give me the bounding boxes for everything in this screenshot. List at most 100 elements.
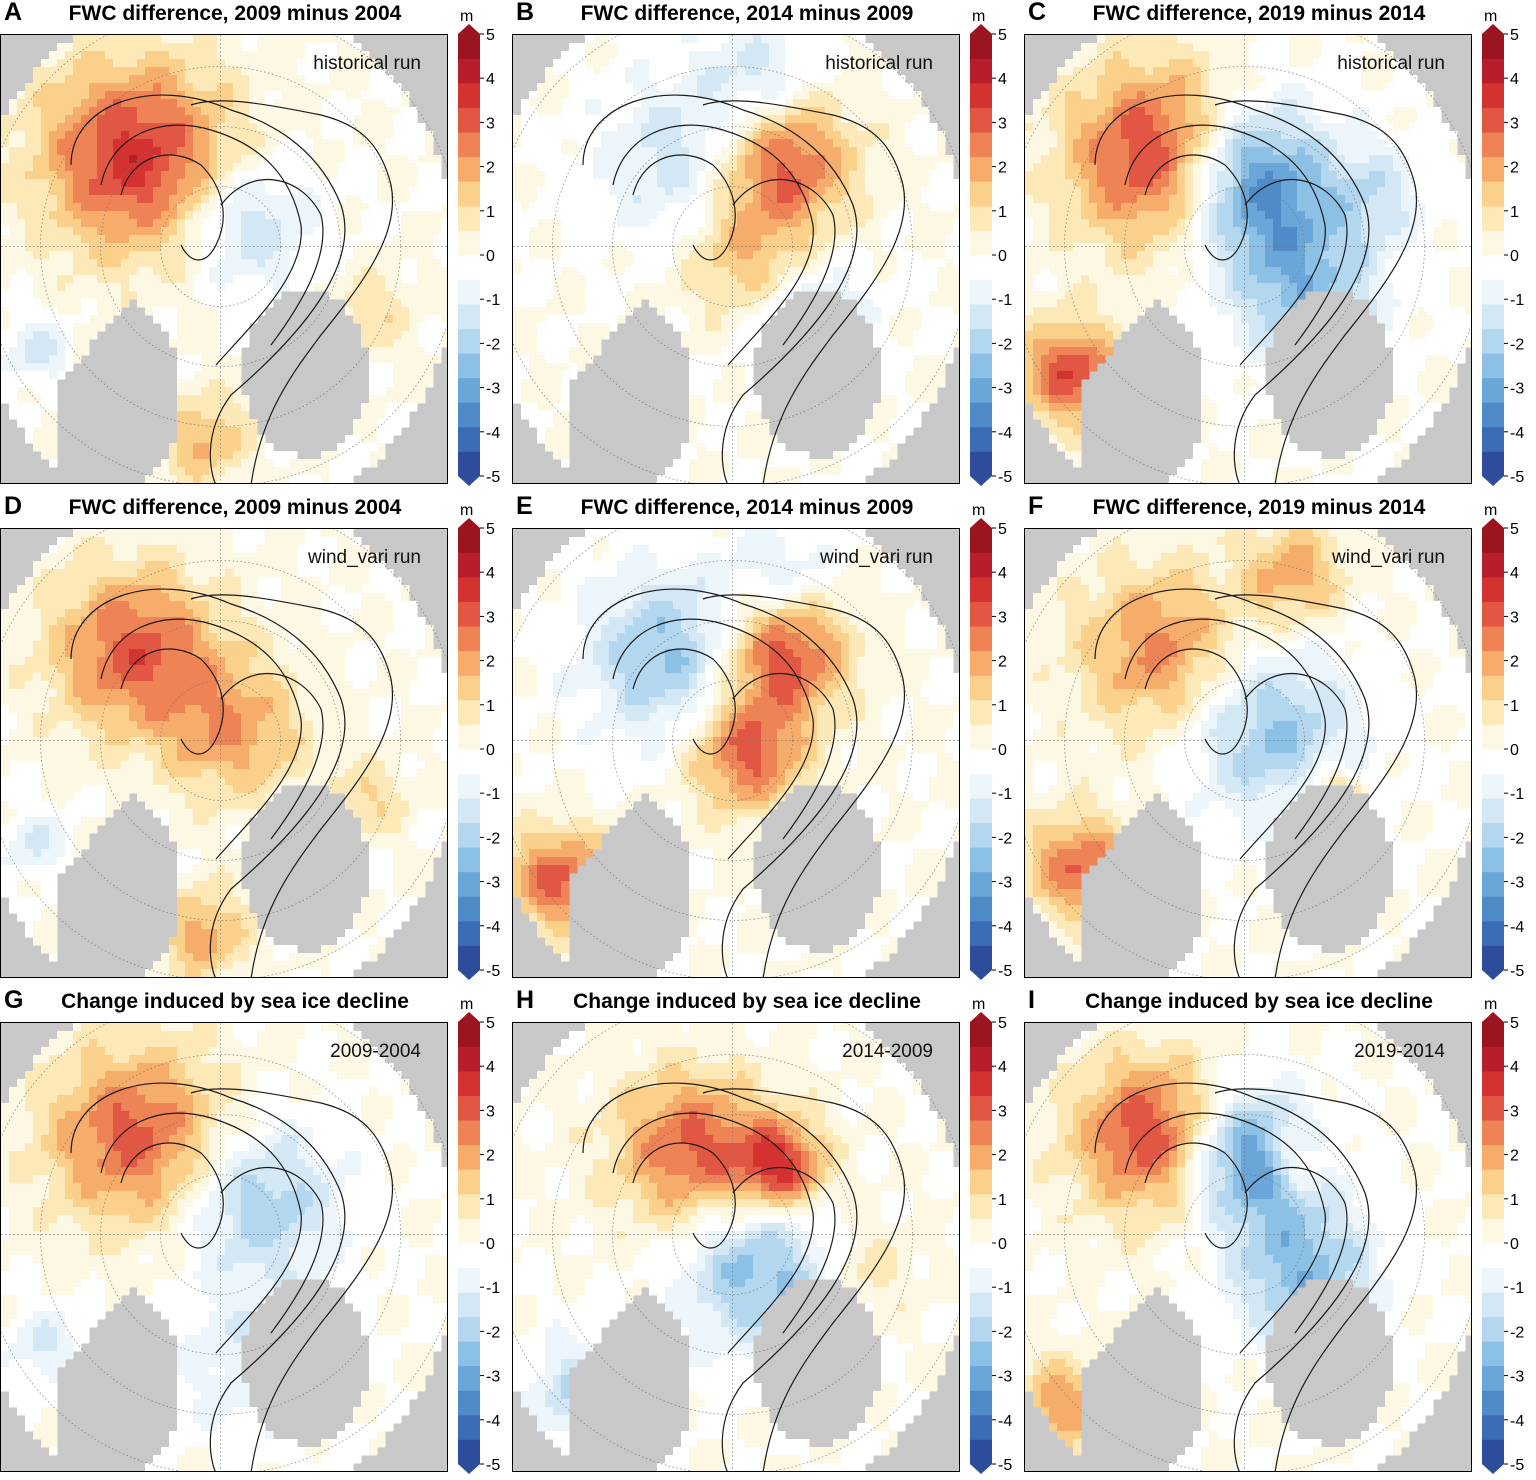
map-cell bbox=[617, 235, 626, 244]
map-cell bbox=[873, 283, 882, 292]
map-cell bbox=[361, 171, 370, 180]
map-cell bbox=[689, 59, 698, 68]
map-cell bbox=[913, 211, 922, 220]
map-cell bbox=[881, 459, 890, 468]
map-cell bbox=[233, 475, 242, 484]
map-cell bbox=[921, 307, 930, 316]
map-cell bbox=[913, 419, 922, 428]
map-cell bbox=[697, 139, 706, 148]
map-cell bbox=[649, 179, 658, 188]
map-cell bbox=[905, 115, 914, 124]
map-cell bbox=[681, 235, 690, 244]
map-cell bbox=[241, 395, 250, 404]
map-cell bbox=[41, 451, 50, 460]
map-cell bbox=[649, 267, 658, 276]
map-cell bbox=[201, 187, 210, 196]
map-cell bbox=[9, 219, 18, 228]
map-cell bbox=[241, 235, 250, 244]
map-cell bbox=[809, 67, 818, 76]
map-cell bbox=[233, 315, 242, 324]
map-cell bbox=[433, 331, 442, 340]
map-cell bbox=[433, 195, 442, 204]
map-cell bbox=[681, 131, 690, 140]
map-cell bbox=[417, 243, 426, 252]
map-cell bbox=[1145, 43, 1154, 52]
map-cell bbox=[313, 123, 322, 132]
map-cell bbox=[249, 427, 258, 436]
map-cell bbox=[57, 211, 66, 220]
map-cell bbox=[137, 251, 146, 260]
map-cell bbox=[193, 115, 202, 124]
map-cell bbox=[353, 171, 362, 180]
map-cell bbox=[769, 83, 778, 92]
map-cell bbox=[521, 107, 530, 116]
map-cell bbox=[841, 155, 850, 164]
map-cell bbox=[929, 371, 938, 380]
map-cell bbox=[1121, 43, 1130, 52]
map-cell bbox=[185, 475, 194, 484]
map-cell bbox=[17, 363, 26, 372]
map-cell bbox=[209, 235, 218, 244]
map-cell bbox=[193, 43, 202, 52]
map-cell bbox=[393, 155, 402, 164]
map-cell bbox=[161, 43, 170, 52]
map-cell bbox=[257, 211, 266, 220]
colorbar-segment bbox=[970, 280, 992, 305]
map-cell bbox=[201, 419, 210, 428]
map-cell bbox=[1145, 59, 1154, 68]
map-cell bbox=[577, 179, 586, 188]
map-cell bbox=[545, 427, 554, 436]
map-cell bbox=[241, 59, 250, 68]
map-cell bbox=[249, 307, 258, 316]
map-cell bbox=[417, 379, 426, 388]
map-cell bbox=[729, 115, 738, 124]
map-cell bbox=[817, 171, 826, 180]
map-cell bbox=[65, 59, 74, 68]
map-cell bbox=[689, 203, 698, 212]
map-cell bbox=[201, 475, 210, 484]
map-cell bbox=[705, 195, 714, 204]
map-cell bbox=[569, 219, 578, 228]
map-cell bbox=[49, 195, 58, 204]
map-cell bbox=[721, 435, 730, 444]
map-cell bbox=[241, 43, 250, 52]
map-cell bbox=[545, 203, 554, 212]
map-cell bbox=[377, 259, 386, 268]
map-cell bbox=[1081, 59, 1090, 68]
map-cell bbox=[529, 299, 538, 308]
map-cell bbox=[657, 59, 666, 68]
map-cell bbox=[561, 299, 570, 308]
map-cell bbox=[185, 211, 194, 220]
map-cell bbox=[737, 427, 746, 436]
map-cell bbox=[1265, 51, 1274, 60]
map-cell bbox=[793, 467, 802, 476]
map-cell bbox=[929, 259, 938, 268]
map-cell bbox=[241, 419, 250, 428]
map-cell bbox=[401, 235, 410, 244]
map-cell bbox=[817, 211, 826, 220]
map-cell bbox=[1233, 51, 1242, 60]
map-cell bbox=[601, 147, 610, 156]
map-cell bbox=[521, 187, 530, 196]
map-cell bbox=[433, 315, 442, 324]
map-cell bbox=[409, 219, 418, 228]
map-cell bbox=[201, 451, 210, 460]
map-cell bbox=[761, 299, 770, 308]
map-cell bbox=[17, 299, 26, 308]
map-cell bbox=[81, 59, 90, 68]
map-cell bbox=[553, 139, 562, 148]
map-cell bbox=[233, 75, 242, 84]
map-cell bbox=[697, 43, 706, 52]
map-cell bbox=[89, 251, 98, 260]
run-label: historical run bbox=[825, 53, 933, 75]
map-cell bbox=[537, 187, 546, 196]
map-cell bbox=[113, 131, 122, 140]
map-cell bbox=[9, 187, 18, 196]
map-cell bbox=[713, 379, 722, 388]
map-cell bbox=[113, 219, 122, 228]
map-cell bbox=[793, 43, 802, 52]
map-cell bbox=[865, 91, 874, 100]
map-cell bbox=[9, 331, 18, 340]
map-cell bbox=[417, 227, 426, 236]
map-cell bbox=[633, 267, 642, 276]
